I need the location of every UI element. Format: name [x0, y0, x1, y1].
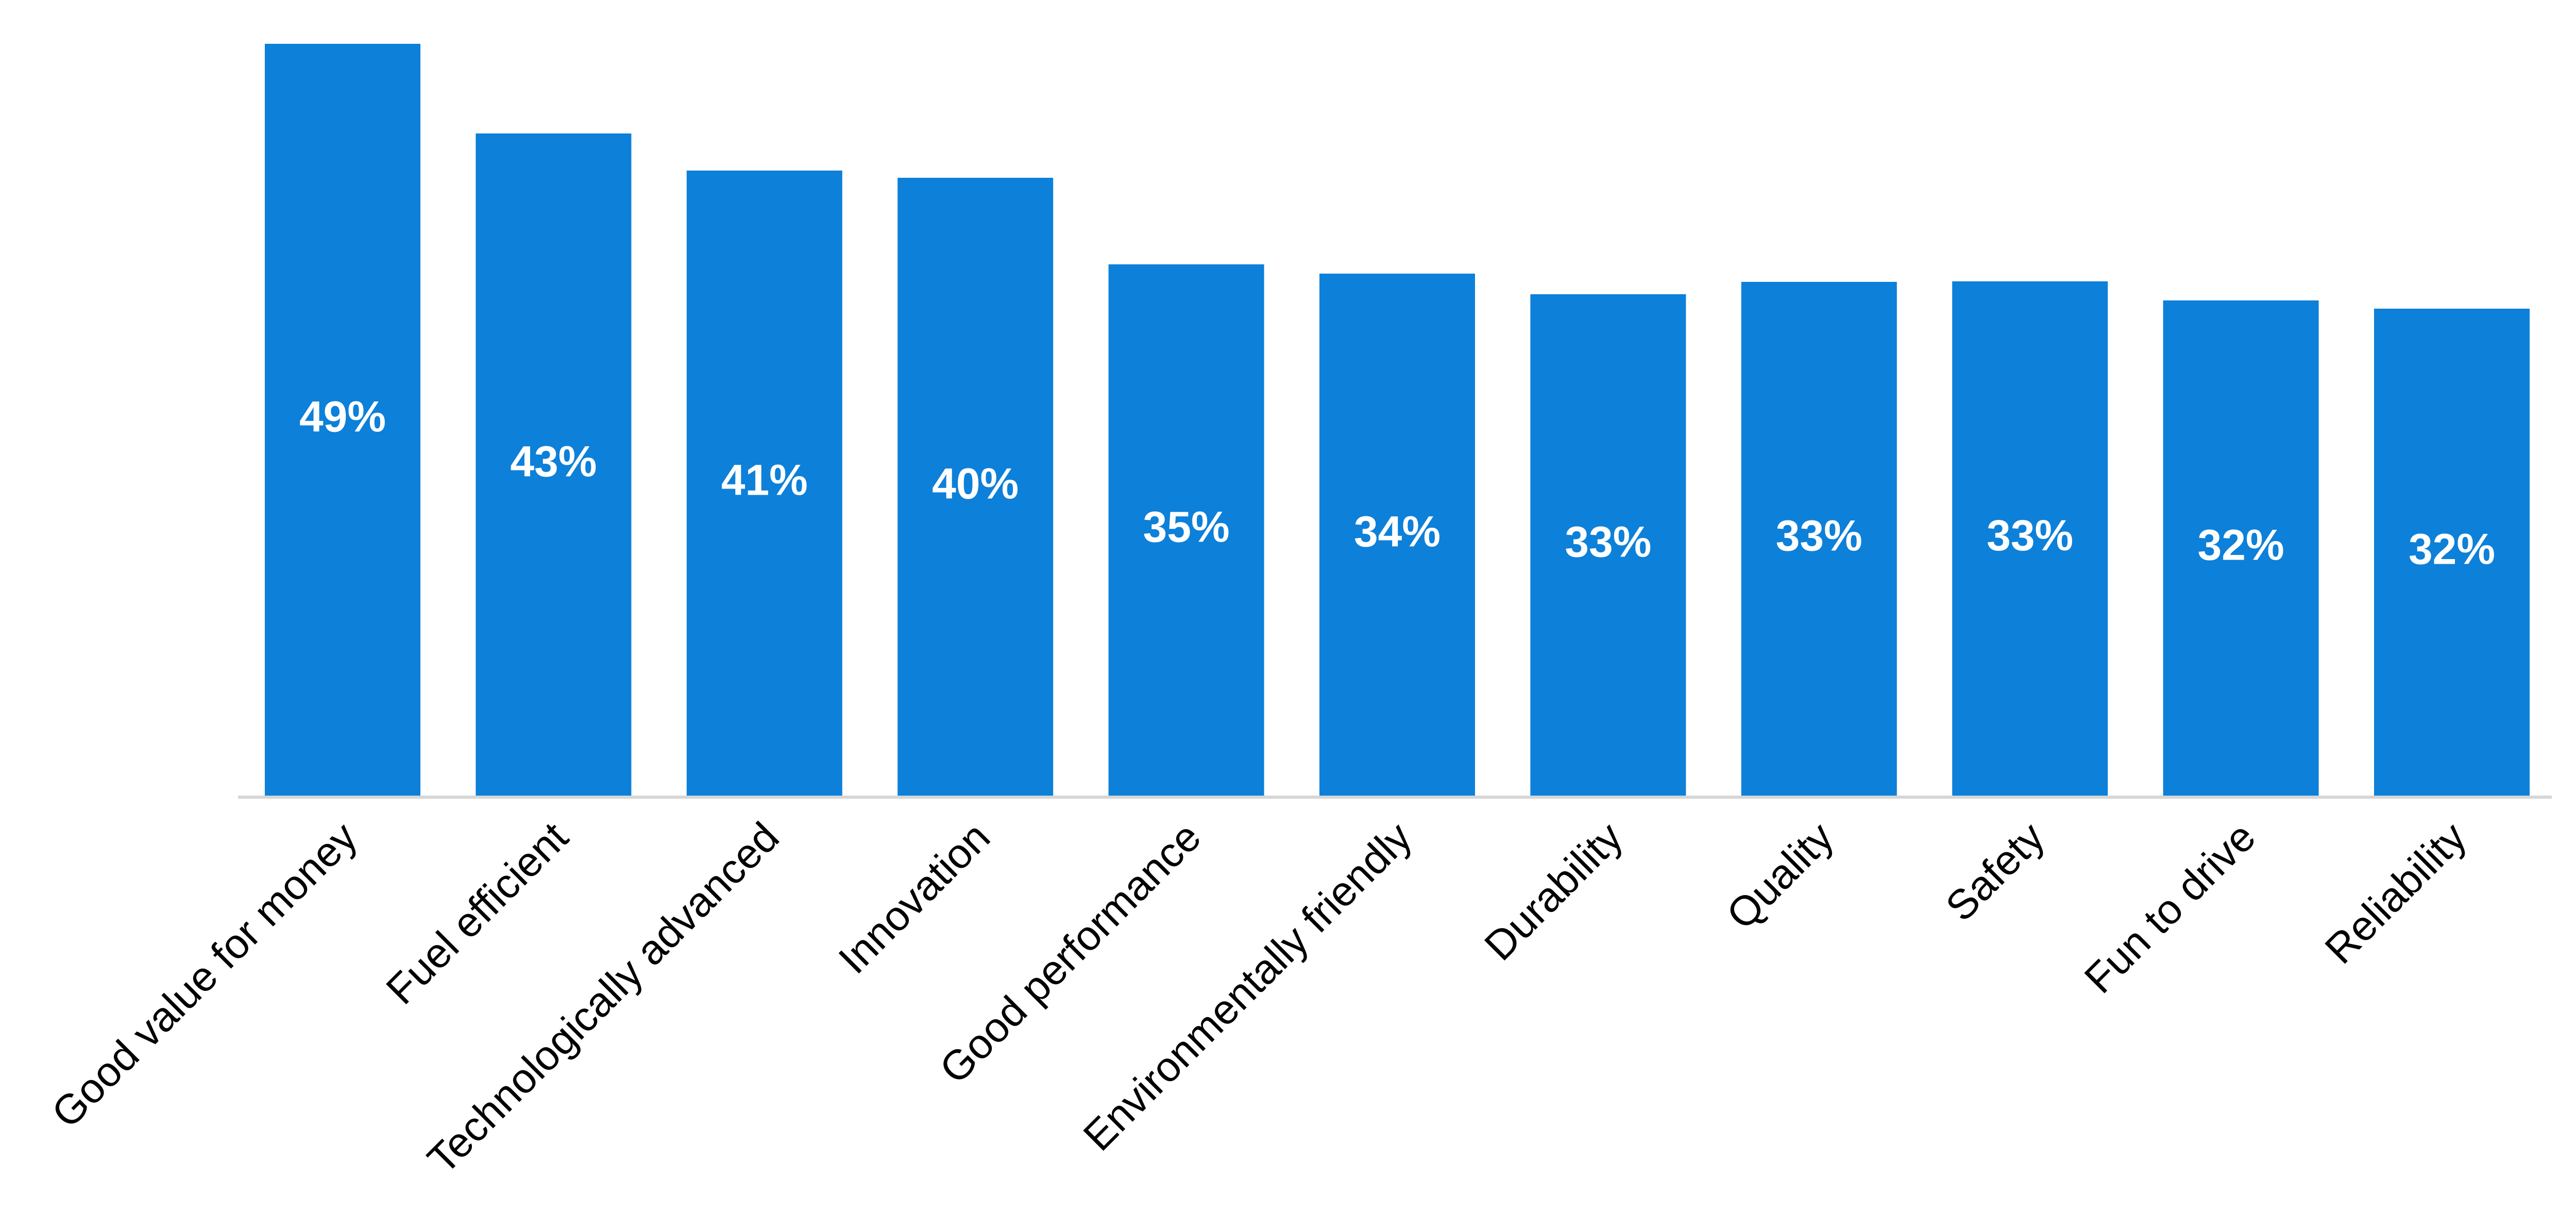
- svg-text:32%: 32%: [2409, 525, 2495, 574]
- svg-text:33%: 33%: [1565, 518, 1651, 566]
- svg-text:34%: 34%: [1354, 508, 1440, 556]
- svg-text:49%: 49%: [299, 393, 386, 441]
- svg-text:33%: 33%: [1776, 512, 1862, 560]
- svg-text:33%: 33%: [1987, 511, 2073, 560]
- svg-text:35%: 35%: [1143, 503, 1230, 551]
- svg-text:40%: 40%: [932, 460, 1019, 508]
- svg-text:43%: 43%: [510, 437, 597, 486]
- svg-text:32%: 32%: [2198, 521, 2284, 569]
- svg-text:41%: 41%: [721, 456, 808, 504]
